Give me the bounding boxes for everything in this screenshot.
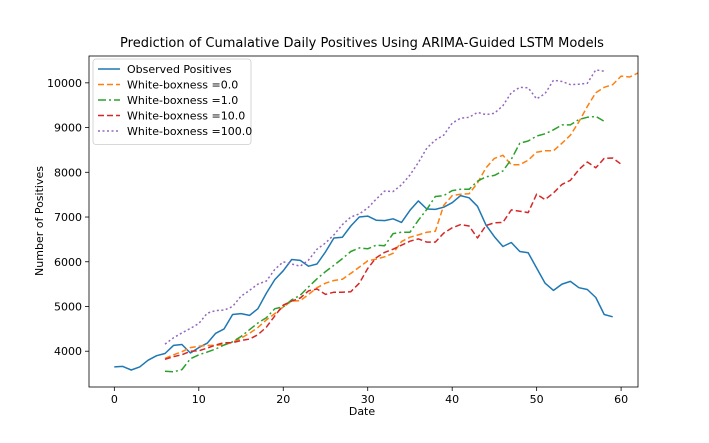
series-line-1 <box>114 194 613 371</box>
axes-layer: 0 10 20 30 40 50 60 4000 5000 6000 7000 8000 9000 100… <box>47 55 639 406</box>
legend-label-3: White-boxness =1.0 <box>127 94 238 107</box>
x-tick-label: 50 <box>530 393 544 406</box>
x-tick-label: 30 <box>361 393 375 406</box>
y-axis-label: Number of Positives <box>33 166 46 276</box>
legend-label-5: White-boxness =100.0 <box>127 125 252 138</box>
legend-label-4: White-boxness =10.0 <box>127 110 245 123</box>
y-tick-label: 4000 <box>54 345 82 358</box>
plot-frame <box>88 55 639 388</box>
y-tick-label: 6000 <box>54 256 82 269</box>
y-tick-label: 10000 <box>47 77 82 90</box>
legend: Observed Positives White-boxness =0.0 Whit… <box>92 58 252 145</box>
legend-box <box>92 58 252 145</box>
series-line-4 <box>164 157 622 361</box>
series-line-5 <box>164 69 605 345</box>
x-tick-label: 10 <box>192 393 206 406</box>
y-tick-label: 5000 <box>54 300 82 313</box>
series-line-2 <box>164 72 639 360</box>
y-tick-label: 7000 <box>54 211 82 224</box>
x-tick-label: 20 <box>276 393 290 406</box>
y-tick-label: 8000 <box>54 166 82 179</box>
series-layer <box>114 69 639 373</box>
legend-label-1: Observed Positives <box>127 63 232 76</box>
x-tick-label: 0 <box>111 393 118 406</box>
x-tick-label: 40 <box>445 393 459 406</box>
chart-title: Prediction of Cumalative Daily Positives… <box>120 36 604 51</box>
y-tick-label: 9000 <box>54 122 82 135</box>
x-tick-label: 60 <box>614 393 628 406</box>
legend-label-2: White-boxness =0.0 <box>127 79 238 92</box>
x-axis-label: Date <box>349 405 376 418</box>
series-line-3 <box>164 115 605 373</box>
